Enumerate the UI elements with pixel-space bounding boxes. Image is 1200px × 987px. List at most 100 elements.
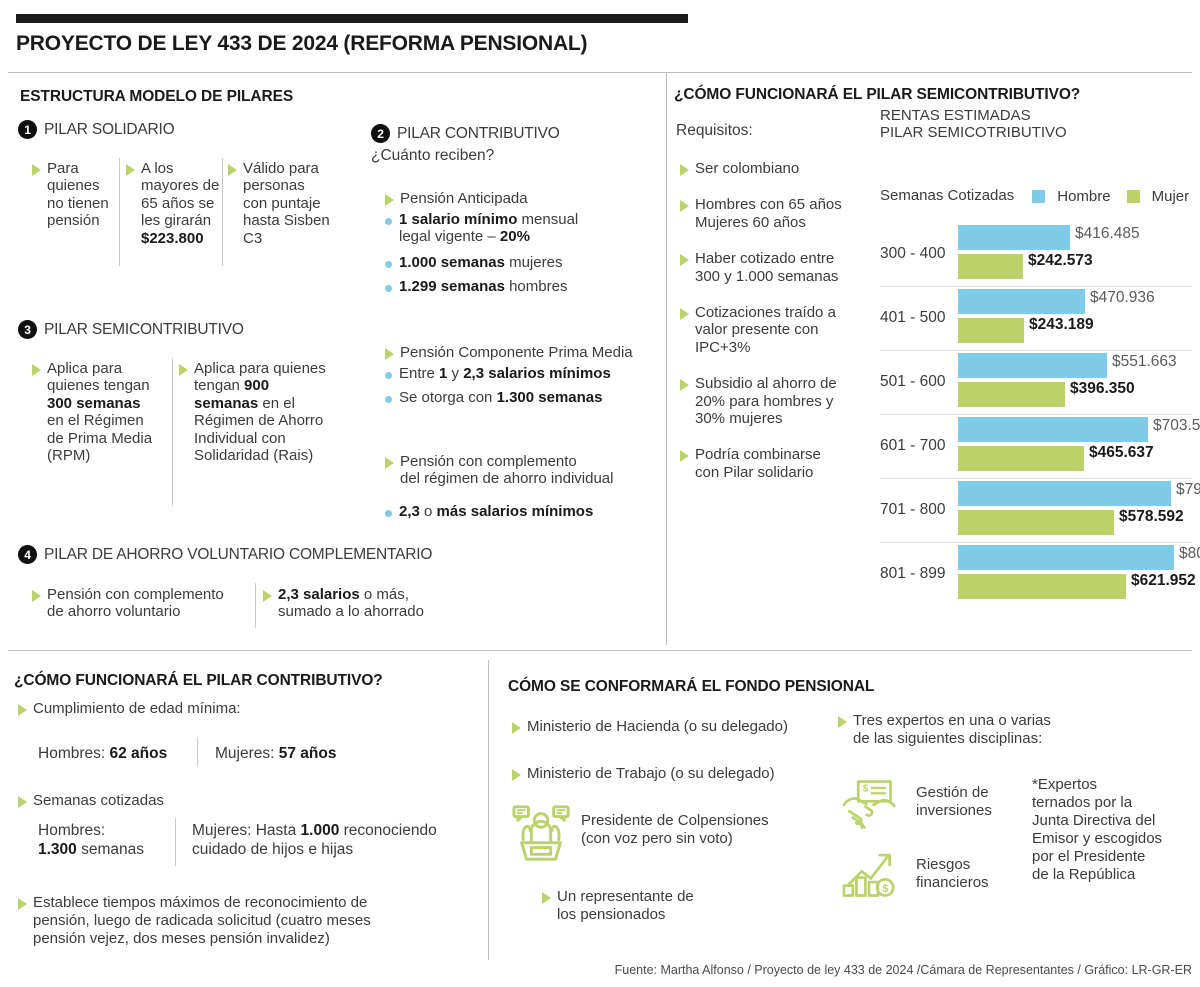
text-span-bold: semanas [194,394,259,412]
financial-risk-chart-icon: $ [842,853,895,897]
requisito-item: Ser colombiano [680,160,865,177]
contrib-mujeres-edad: Mujeres: 57 años [215,745,336,763]
legend-swatch-mujer-icon [1126,190,1140,203]
divider-horizontal-main [8,650,1192,651]
text-line: 30% mujeres [695,409,783,427]
bar-value-mujer: $242.573 [1028,252,1093,269]
text-line: Válido para [243,160,319,177]
bullet-triangle-icon [680,164,689,176]
pillar-3-number: 3 [18,320,37,339]
bullet-triangle-icon [228,164,237,176]
pillar-1-amount: $223.800 [141,229,204,247]
pillar-2-group-3-head: Pensión con complemento del régimen de a… [385,453,655,488]
text-span-bold: 1.000 semanas [399,254,505,271]
fondo-heading: CÓMO SE CONFORMARÁ EL FONDO PENSIONAL [508,678,875,695]
text-line: de las siguientes disciplinas: [853,730,1043,747]
bar-value-mujer: $578.592 [1119,508,1184,525]
text-span: mujeres [504,254,563,271]
text-span: en el [258,394,295,412]
text-line: pensión [47,212,100,230]
pillars-heading: ESTRUCTURA MODELO DE PILARES [20,88,294,105]
requisito-item: Hombres con 65 años Mujeres 60 años [680,196,865,231]
text-span-bold: 1.300 semanas [496,389,603,406]
text-line: 1.000 semanas mujeres [399,254,562,271]
pillar-2-g2-bullet-2: Se otorga con 1.300 semanas [385,389,603,406]
bullet-triangle-icon [680,450,689,463]
text-span: Mujeres: Hasta [192,822,301,839]
text-line: Hombres: [38,822,106,839]
bullet-dot-icon [385,261,392,268]
bullet-dot-icon [385,510,392,517]
contrib-mujeres-semanas: Mujeres: Hasta 1.000 reconociendo cuidad… [192,822,437,859]
contrib-heading: ¿CÓMO FUNCIONARÁ EL PILAR CONTRIBUTIVO? [14,672,383,689]
fondo-item-5: Tres expertos en una o varias de las sig… [838,712,1051,748]
chart-row-divider [880,542,1192,543]
text-line: 300 y 1.000 semanas [695,267,839,285]
text-line: personas [243,177,305,195]
text-line-bold: 300 semanas [47,394,141,412]
legend-label-hombre: Hombre [1057,188,1111,205]
bar-chart: 300 - 400 $416.485 $242.573 401 - 500 $470.9… [880,222,1200,622]
text-span-bold: 57 años [278,745,337,762]
text-line: Pensión con complemento [47,586,224,603]
text-line: Para [47,160,79,177]
pillar-3-header: 3 PILAR SEMICONTRIBUTIVO [18,320,244,339]
divider-vertical-bottom [488,660,489,960]
text-line: *Expertos [1032,776,1098,793]
text-line: Semanas cotizadas [33,792,164,809]
column-separator [222,158,223,266]
pillar-2-g1-bullet-2: 1.000 semanas mujeres [385,254,562,271]
text-line: sumado a lo ahorrado [278,603,424,621]
text-span-bold: 900 [244,377,270,395]
requisito-item: Haber cotizado entre 300 y 1.000 semanas [680,250,865,285]
text-line: los pensionados [557,906,666,923]
column-separator [255,583,256,628]
bullet-dot-icon [385,285,392,292]
text-span-bold: 1.300 [38,840,77,858]
bullet-triangle-icon [680,254,689,267]
chart-title-line-1: RENTAS ESTIMADAS [880,107,1031,124]
chart-group: 601 - 700 $703.544 $465.637 [880,414,1200,478]
text-line: por el Presidente [1032,848,1146,865]
text-line: de Prima Media [47,429,153,447]
text-line: con Pilar solidario [695,463,814,481]
bar-hombre [958,353,1107,378]
text-line: Régimen de Ahorro [194,412,324,430]
text-line: Establece tiempos máximos de reconocimie… [33,894,368,911]
text-line: Aplica para [47,360,123,377]
contrib-hombres-semanas: Hombres: 1.300 semanas [38,822,144,859]
source-footer: Fuente: Martha Alfonso / Proyecto de ley… [614,963,1192,977]
text-line: Hombres con 65 años [695,196,842,214]
pillar-2-g1-bullet-1: 1 salario mínimo mensual legal vigente –… [385,211,647,246]
bar-hombre [958,417,1148,442]
text-line: hasta Sisben [243,212,330,230]
text-span: o más, [359,586,409,603]
legend-item-hombre[interactable]: Hombre [1032,188,1111,205]
bullet-triangle-icon [18,704,27,716]
pillar-1-name: PILAR SOLIDARIO [44,120,175,138]
text-line: 1.299 semanas hombres [399,278,567,295]
text-span-bold: 20% [499,228,530,246]
requisitos-label: Requisitos: [676,122,753,139]
bullet-dot-icon [385,396,392,403]
text-line: valor presente con [695,321,819,339]
bullet-triangle-icon [18,898,27,910]
pillar-4-number: 4 [18,545,37,564]
contrib-bullet-3: Establece tiempos máximos de reconocimie… [18,894,478,948]
chart-row-divider [880,478,1192,479]
legend-item-mujer[interactable]: Mujer [1126,188,1190,205]
pillar-4-col-1: Pensión con complemento de ahorro volunt… [32,586,257,621]
pillar-1-col-3: Válido para personas con puntaje hasta S… [228,160,340,247]
page-title: PROYECTO DE LEY 433 DE 2024 (REFORMA PEN… [16,32,588,55]
text-line: Aplica para quienes [194,360,326,377]
bullet-triangle-icon [680,200,689,213]
chart-row-divider [880,286,1192,287]
text-line: Cotizaciones traído a [695,303,836,321]
text-line: Individual con [194,429,286,447]
legend-label-mujer: Mujer [1151,188,1190,205]
text-line: pensión vejez, dos meses pensión invalid… [33,930,330,947]
chart-axis-label: Semanas Cotizadas [880,187,1015,205]
text-line: Pensión con complemento [400,453,577,470]
text-span: semanas [76,840,144,858]
column-separator [175,818,176,866]
